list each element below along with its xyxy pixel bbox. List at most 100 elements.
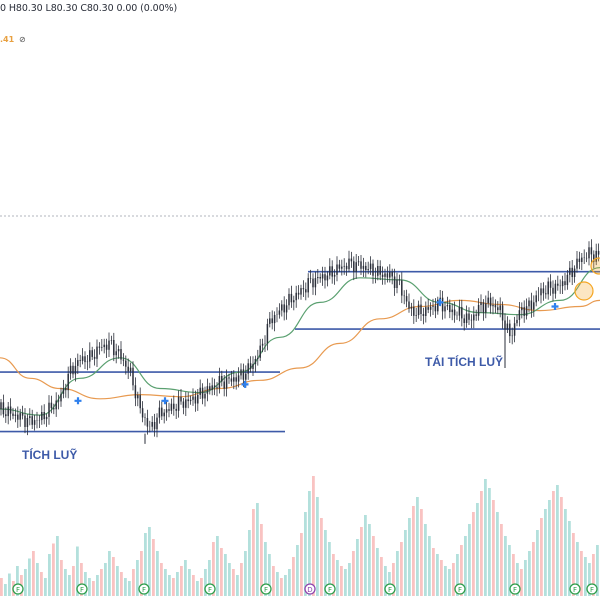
financials-event-marker[interactable]: F bbox=[204, 583, 216, 595]
volume-bar bbox=[332, 554, 335, 596]
volume-bar bbox=[328, 542, 331, 596]
volume-bar bbox=[528, 551, 531, 596]
volume-bar bbox=[472, 512, 475, 596]
volume-bar bbox=[412, 506, 415, 596]
volume-bar bbox=[88, 578, 91, 596]
ohlc-legend: 0 H80.30 L80.30 C80.30 0.00 (0.00%) bbox=[0, 3, 178, 14]
volume-bar bbox=[348, 563, 351, 596]
volume-bar bbox=[396, 551, 399, 596]
volume-bar bbox=[420, 509, 423, 596]
financials-event-marker[interactable]: F bbox=[454, 583, 466, 595]
dividend-event-marker[interactable]: D bbox=[304, 583, 316, 595]
volume-bar bbox=[260, 524, 263, 596]
svg-text:F: F bbox=[80, 586, 84, 594]
volume-bar bbox=[464, 536, 467, 596]
volume-bar bbox=[576, 542, 579, 596]
volume-bar bbox=[492, 500, 495, 596]
volume-bar bbox=[436, 554, 439, 596]
financials-event-marker[interactable]: F bbox=[509, 583, 521, 595]
volume-bar bbox=[220, 548, 223, 596]
volume-bar bbox=[476, 503, 479, 596]
volume-bar bbox=[116, 566, 119, 596]
volume-bar bbox=[100, 569, 103, 596]
volume-bar bbox=[200, 578, 203, 596]
eye-icon[interactable]: ⊘ bbox=[18, 35, 26, 44]
volume-bar bbox=[500, 524, 503, 596]
volume-bar bbox=[44, 578, 47, 596]
volume-bar bbox=[456, 554, 459, 596]
volume-bar bbox=[488, 488, 491, 596]
volume-bar bbox=[400, 542, 403, 596]
volume-bar bbox=[504, 536, 507, 596]
indicator-legend: .41 ⊘ bbox=[0, 35, 26, 44]
volume-bar bbox=[256, 503, 259, 596]
volume-bar bbox=[104, 563, 107, 596]
volume-bar bbox=[232, 569, 235, 596]
volume-bar bbox=[312, 476, 315, 596]
volume-bar bbox=[564, 509, 567, 596]
volume-bar bbox=[212, 542, 215, 596]
financials-event-marker[interactable]: F bbox=[324, 583, 336, 595]
volume-bar bbox=[36, 563, 39, 596]
volume-bar bbox=[424, 524, 427, 596]
volume-bar bbox=[416, 497, 419, 596]
volume-bar bbox=[52, 543, 55, 596]
volume-bar bbox=[468, 524, 471, 596]
financials-event-marker[interactable]: F bbox=[569, 583, 581, 595]
volume-bar bbox=[40, 572, 43, 596]
financials-event-marker[interactable]: F bbox=[384, 583, 396, 595]
volume-bar bbox=[460, 545, 463, 596]
svg-text:F: F bbox=[513, 586, 517, 594]
financials-event-marker[interactable]: F bbox=[260, 583, 272, 595]
volume-bar bbox=[240, 563, 243, 596]
volume-bar bbox=[324, 530, 327, 596]
indicator-value: .41 bbox=[0, 35, 15, 44]
volume-bar bbox=[300, 533, 303, 596]
volume-bar bbox=[140, 551, 143, 596]
financials-event-marker[interactable]: F bbox=[586, 583, 598, 595]
volume-bar bbox=[268, 554, 271, 596]
volume-bar bbox=[352, 551, 355, 596]
volume-bar bbox=[368, 524, 371, 596]
volume-bar bbox=[512, 554, 515, 596]
volume-bar bbox=[584, 557, 587, 596]
volume-bar bbox=[448, 569, 451, 596]
annotation-accumulation: TÍCH LUỸ bbox=[22, 447, 77, 462]
volume-bar bbox=[308, 491, 311, 596]
crossover-marker bbox=[241, 380, 249, 388]
financials-event-marker[interactable]: F bbox=[138, 583, 150, 595]
volume-bar bbox=[124, 578, 127, 596]
volume-bar bbox=[580, 551, 583, 596]
volume-bar bbox=[592, 554, 595, 596]
volume-bar bbox=[84, 572, 87, 596]
volume-layer bbox=[0, 476, 599, 596]
volume-bar bbox=[224, 554, 227, 596]
volume-bar bbox=[236, 575, 239, 596]
volume-bar bbox=[384, 566, 387, 596]
svg-text:F: F bbox=[388, 586, 392, 594]
financials-event-marker[interactable]: F bbox=[12, 583, 24, 595]
volume-bar bbox=[296, 545, 299, 596]
volume-bar bbox=[480, 491, 483, 596]
volume-bar bbox=[92, 581, 95, 596]
highlight-circles bbox=[574, 257, 600, 301]
financials-event-marker[interactable]: F bbox=[76, 583, 88, 595]
volume-bar bbox=[144, 533, 147, 596]
volume-bar bbox=[216, 536, 219, 596]
volume-bar bbox=[320, 518, 323, 596]
volume-bar bbox=[192, 575, 195, 596]
volume-bar bbox=[108, 551, 111, 596]
volume-bar bbox=[340, 566, 343, 596]
svg-text:F: F bbox=[458, 586, 462, 594]
volume-bar bbox=[68, 575, 71, 596]
svg-text:F: F bbox=[16, 586, 20, 594]
volume-bar bbox=[428, 536, 431, 596]
annotation-reaccumulation: TÁI TÍCH LUỸ bbox=[425, 354, 503, 369]
volume-bar bbox=[484, 479, 487, 596]
volume-bar bbox=[132, 569, 135, 596]
volume-bar bbox=[64, 569, 67, 596]
volume-bar bbox=[28, 558, 31, 596]
volume-bar bbox=[128, 581, 131, 596]
